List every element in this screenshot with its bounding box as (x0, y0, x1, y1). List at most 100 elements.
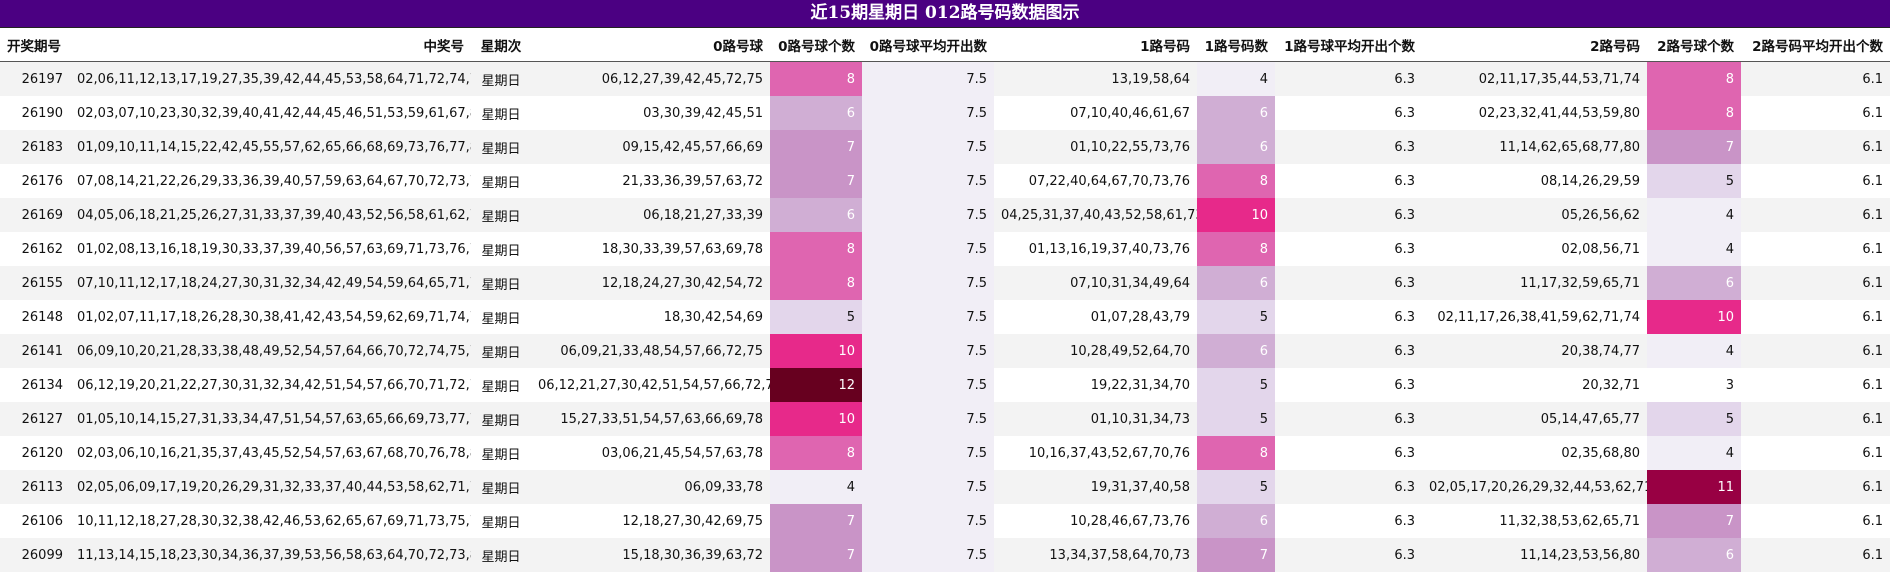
table-row: 26141 06,09,10,20,21,28,33,38,48,49,52,54… (0, 334, 1890, 368)
cell-weekday: 星期日 (471, 198, 531, 232)
col-header-numbers[interactable]: 中奖号 (70, 28, 471, 62)
col-header-r1-count[interactable]: 1路号码数 (1197, 28, 1275, 62)
col-header-r2-avg[interactable]: 2路号码平均开出个数 (1741, 28, 1890, 62)
cell-numbers: 02,03,06,10,16,21,35,37,43,45,52,54,57,6… (70, 436, 471, 470)
col-header-weekday[interactable]: 星期次 (471, 28, 531, 62)
cell-r1-avg: 6.3 (1275, 266, 1422, 300)
cell-r0-avg: 7.5 (862, 130, 994, 164)
cell-r1-count: 8 (1197, 232, 1275, 266)
cell-numbers: 01,02,07,11,17,18,26,28,30,38,41,42,43,5… (70, 300, 471, 334)
cell-r1-count: 5 (1197, 402, 1275, 436)
cell-numbers: 02,05,06,09,17,19,20,26,29,31,32,33,37,4… (70, 470, 471, 504)
chart-title: 近15期星期日 012路号码数据图示 (0, 0, 1890, 28)
cell-period: 26155 (0, 266, 70, 300)
cell-r0-numbers: 21,33,36,39,57,63,72 (531, 164, 770, 198)
cell-r2-numbers: 20,38,74,77 (1422, 334, 1647, 368)
col-header-r0-avg[interactable]: 0路号球平均开出数 (862, 28, 994, 62)
col-header-period[interactable]: 开奖期号 (0, 28, 70, 62)
cell-r0-numbers: 18,30,42,54,69 (531, 300, 770, 334)
cell-r1-avg: 6.3 (1275, 96, 1422, 130)
cell-r2-numbers: 02,11,17,35,44,53,71,74 (1422, 61, 1647, 96)
cell-r0-avg: 7.5 (862, 232, 994, 266)
cell-r1-count: 6 (1197, 266, 1275, 300)
cell-r2-avg: 6.1 (1741, 130, 1890, 164)
cell-r2-avg: 6.1 (1741, 61, 1890, 96)
cell-r1-avg: 6.3 (1275, 61, 1422, 96)
cell-weekday: 星期日 (471, 504, 531, 538)
cell-r0-avg: 7.5 (862, 436, 994, 470)
cell-period: 26141 (0, 334, 70, 368)
cell-r2-count: 8 (1647, 96, 1741, 130)
cell-r1-count: 6 (1197, 96, 1275, 130)
cell-r1-numbers: 07,10,31,34,49,64 (994, 266, 1197, 300)
cell-r0-count: 7 (770, 164, 862, 198)
col-header-r1-avg[interactable]: 1路号球平均开出个数 (1275, 28, 1422, 62)
cell-r1-avg: 6.3 (1275, 198, 1422, 232)
cell-r2-avg: 6.1 (1741, 266, 1890, 300)
col-header-r1-numbers[interactable]: 1路号码 (994, 28, 1197, 62)
cell-r0-count: 6 (770, 96, 862, 130)
col-header-r0-count[interactable]: 0路号球个数 (770, 28, 862, 62)
cell-r1-count: 6 (1197, 334, 1275, 368)
cell-r2-numbers: 02,11,17,26,38,41,59,62,71,74 (1422, 300, 1647, 334)
cell-period: 26099 (0, 538, 70, 572)
cell-r2-count: 4 (1647, 436, 1741, 470)
cell-r0-numbers: 12,18,24,27,30,42,54,72 (531, 266, 770, 300)
cell-r1-numbers: 07,10,40,46,61,67 (994, 96, 1197, 130)
cell-numbers: 02,06,11,12,13,17,19,27,35,39,42,44,45,5… (70, 61, 471, 96)
cell-r1-numbers: 01,10,22,55,73,76 (994, 130, 1197, 164)
cell-r2-count: 8 (1647, 61, 1741, 96)
table-row: 26148 01,02,07,11,17,18,26,28,30,38,41,42… (0, 300, 1890, 334)
cell-weekday: 星期日 (471, 232, 531, 266)
cell-weekday: 星期日 (471, 470, 531, 504)
cell-r1-count: 5 (1197, 300, 1275, 334)
cell-r2-numbers: 08,14,26,29,59 (1422, 164, 1647, 198)
cell-r2-count: 4 (1647, 334, 1741, 368)
cell-r2-count: 5 (1647, 164, 1741, 198)
cell-weekday: 星期日 (471, 266, 531, 300)
col-header-r2-count[interactable]: 2路号球个数 (1647, 28, 1741, 62)
cell-r1-avg: 6.3 (1275, 504, 1422, 538)
cell-r1-avg: 6.3 (1275, 164, 1422, 198)
cell-r1-numbers: 13,34,37,58,64,70,73 (994, 538, 1197, 572)
cell-period: 26134 (0, 368, 70, 402)
cell-r0-avg: 7.5 (862, 402, 994, 436)
cell-numbers: 06,12,19,20,21,22,27,30,31,32,34,42,51,5… (70, 368, 471, 402)
cell-r1-count: 5 (1197, 368, 1275, 402)
cell-r1-numbers: 10,28,49,52,64,70 (994, 334, 1197, 368)
col-header-r0-numbers[interactable]: 0路号球 (531, 28, 770, 62)
cell-r1-count: 4 (1197, 61, 1275, 96)
cell-period: 26106 (0, 504, 70, 538)
cell-r2-avg: 6.1 (1741, 436, 1890, 470)
cell-r2-count: 5 (1647, 402, 1741, 436)
cell-r0-numbers: 15,27,33,51,54,57,63,66,69,78 (531, 402, 770, 436)
cell-numbers: 07,10,11,12,17,18,24,27,30,31,32,34,42,4… (70, 266, 471, 300)
cell-r2-numbers: 11,14,62,65,68,77,80 (1422, 130, 1647, 164)
col-header-r2-numbers[interactable]: 2路号码 (1422, 28, 1647, 62)
cell-numbers: 04,05,06,18,21,25,26,27,31,33,37,39,40,4… (70, 198, 471, 232)
cell-r0-avg: 7.5 (862, 470, 994, 504)
cell-r0-numbers: 06,12,21,27,30,42,51,54,57,66,72,75 (531, 368, 770, 402)
cell-r1-avg: 6.3 (1275, 334, 1422, 368)
cell-r0-count: 5 (770, 300, 862, 334)
cell-r2-avg: 6.1 (1741, 164, 1890, 198)
cell-r2-avg: 6.1 (1741, 96, 1890, 130)
cell-r0-count: 6 (770, 198, 862, 232)
cell-r1-count: 7 (1197, 538, 1275, 572)
cell-r0-avg: 7.5 (862, 300, 994, 334)
cell-period: 26148 (0, 300, 70, 334)
cell-numbers: 02,03,07,10,23,30,32,39,40,41,42,44,45,4… (70, 96, 471, 130)
cell-r2-avg: 6.1 (1741, 232, 1890, 266)
cell-r2-avg: 6.1 (1741, 470, 1890, 504)
cell-weekday: 星期日 (471, 300, 531, 334)
cell-r2-avg: 6.1 (1741, 300, 1890, 334)
cell-r2-count: 7 (1647, 504, 1741, 538)
cell-weekday: 星期日 (471, 130, 531, 164)
cell-r2-numbers: 02,23,32,41,44,53,59,80 (1422, 96, 1647, 130)
cell-r2-count: 10 (1647, 300, 1741, 334)
cell-r0-count: 4 (770, 470, 862, 504)
data-table: 开奖期号 中奖号 星期次 0路号球 0路号球个数 0路号球平均开出数 1路号码 … (0, 28, 1890, 572)
cell-r2-numbers: 11,17,32,59,65,71 (1422, 266, 1647, 300)
cell-numbers: 01,09,10,11,14,15,22,42,45,55,57,62,65,6… (70, 130, 471, 164)
cell-numbers: 11,13,14,15,18,23,30,34,36,37,39,53,56,5… (70, 538, 471, 572)
